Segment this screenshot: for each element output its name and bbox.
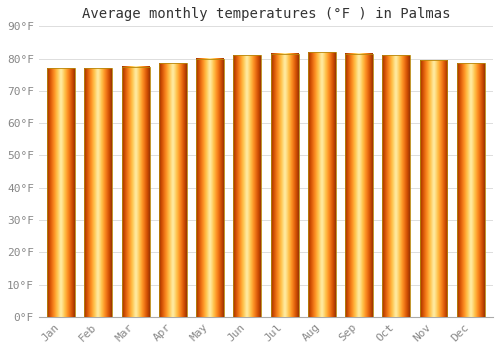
Bar: [47, 68, 75, 317]
Bar: [84, 68, 112, 317]
Bar: [308, 52, 336, 317]
Bar: [270, 54, 298, 317]
Bar: [345, 54, 373, 317]
Bar: [382, 55, 410, 317]
Bar: [122, 66, 150, 317]
Bar: [196, 58, 224, 317]
Bar: [457, 63, 484, 317]
Bar: [420, 60, 448, 317]
Bar: [234, 55, 262, 317]
Title: Average monthly temperatures (°F ) in Palmas: Average monthly temperatures (°F ) in Pa…: [82, 7, 450, 21]
Bar: [159, 63, 187, 317]
